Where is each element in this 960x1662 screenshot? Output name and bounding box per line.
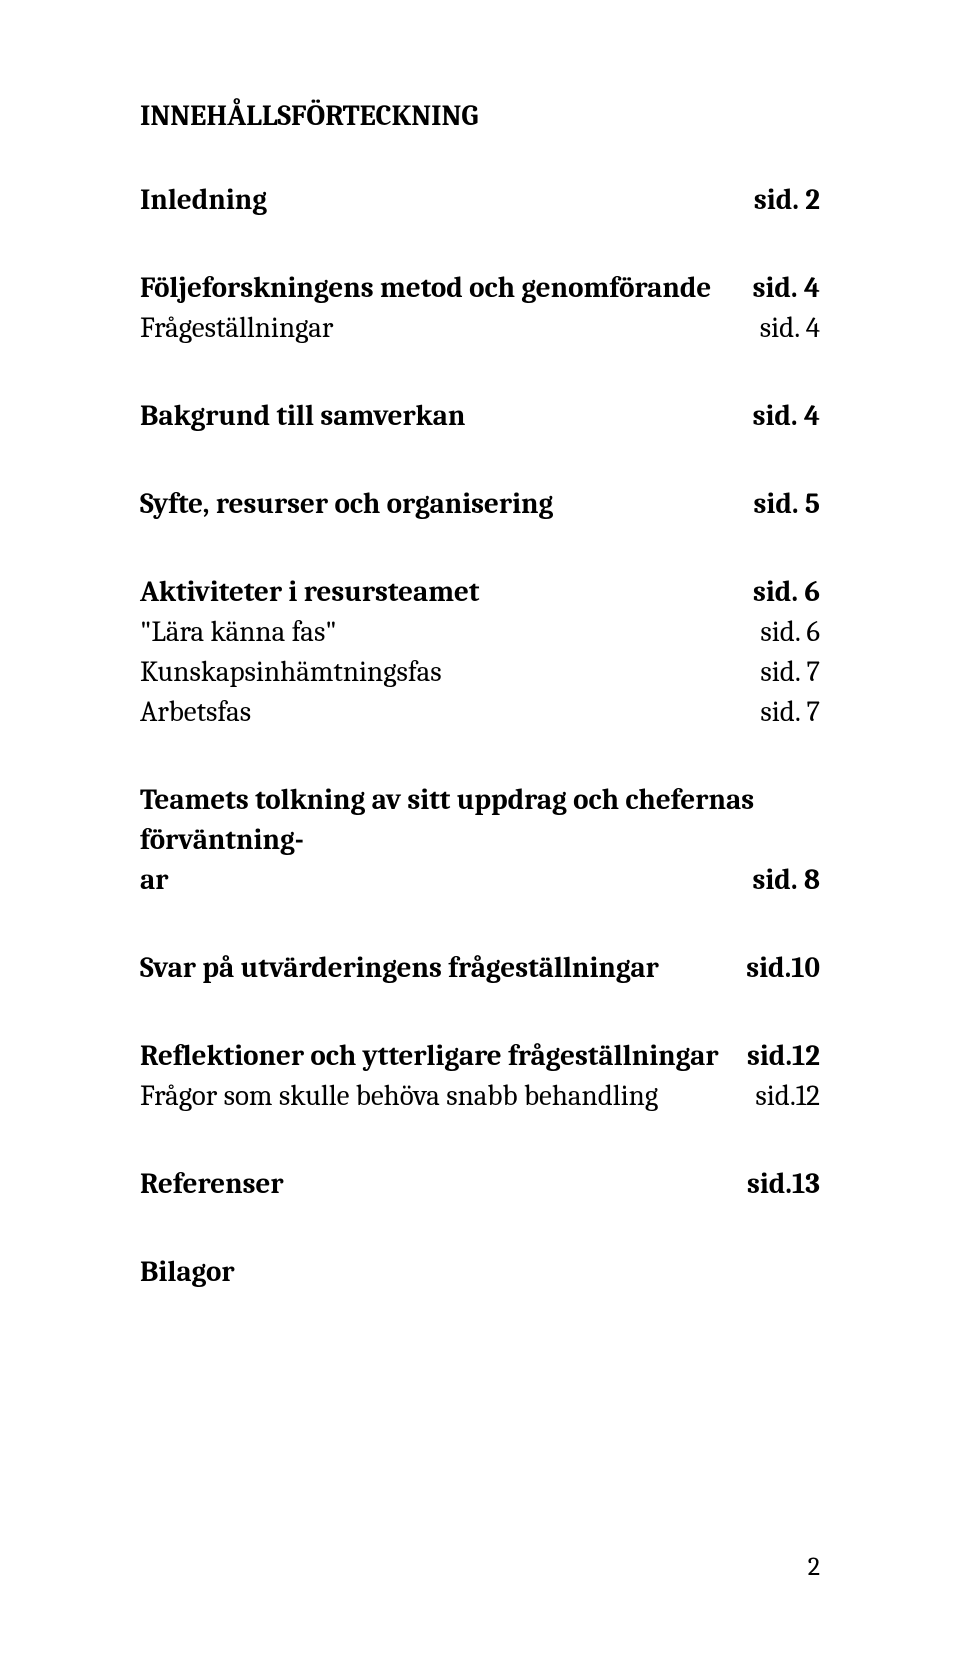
toc-label-line1: Teamets tolkning av sitt uppdrag och che… <box>140 781 820 861</box>
toc-entry: Bilagor <box>140 1253 820 1293</box>
toc-entry: Reflektioner och ytterligare frågeställn… <box>140 1037 820 1077</box>
toc-label: Syfte, resurser och organisering <box>140 485 553 525</box>
toc-page: sid. 8 <box>752 861 820 901</box>
toc-page: sid. 4 <box>760 309 820 349</box>
toc-label: Arbetsfas <box>140 693 251 733</box>
toc-entry: Referenser sid.13 <box>140 1165 820 1205</box>
toc-entry: Aktiviteter i resursteamet sid. 6 <box>140 573 820 613</box>
toc-entry: "Lära känna fas" sid. 6 <box>140 613 820 653</box>
toc-page: sid. 4 <box>753 269 820 309</box>
toc-page: sid. 6 <box>760 613 820 653</box>
toc-entry: Frågeställningar sid. 4 <box>140 309 820 349</box>
toc-title: INNEHÅLLSFÖRTECKNING <box>140 100 820 133</box>
toc-label: Följeforskningens metod och genomförande <box>140 269 711 309</box>
toc-page: sid.13 <box>747 1165 820 1205</box>
toc-label: Inledning <box>140 181 267 221</box>
toc-entry: Inledning sid. 2 <box>140 181 820 221</box>
toc-page: sid.12 <box>755 1077 820 1117</box>
toc-label-line2: ar <box>140 861 168 901</box>
page-number: 2 <box>808 1552 820 1582</box>
toc-entry: Bakgrund till samverkan sid. 4 <box>140 397 820 437</box>
toc-label: Svar på utvärderingens frågeställningar <box>140 949 659 989</box>
toc-label: Reflektioner och ytterligare frågeställn… <box>140 1037 719 1077</box>
toc-label: Kunskapsinhämtningsfas <box>140 653 442 693</box>
toc-entry: Arbetsfas sid. 7 <box>140 693 820 733</box>
toc-page: sid. 2 <box>754 181 820 221</box>
toc-label: Referenser <box>140 1165 284 1205</box>
toc-page: sid. 6 <box>753 573 820 613</box>
toc-entry: Frågor som skulle behöva snabb behandlin… <box>140 1077 820 1117</box>
toc-label: "Lära känna fas" <box>140 613 337 653</box>
toc-entry: Svar på utvärderingens frågeställningar … <box>140 949 820 989</box>
toc-entry-multiline: Teamets tolkning av sitt uppdrag och che… <box>140 781 820 901</box>
toc-entry: Syfte, resurser och organisering sid. 5 <box>140 485 820 525</box>
toc-label: Aktiviteter i resursteamet <box>140 573 480 613</box>
toc-entry: Kunskapsinhämtningsfas sid. 7 <box>140 653 820 693</box>
toc-label: Bakgrund till samverkan <box>140 397 465 437</box>
toc-label: Frågeställningar <box>140 309 333 349</box>
toc-page: sid. 4 <box>753 397 820 437</box>
toc-label: Bilagor <box>140 1253 235 1293</box>
toc-label: Frågor som skulle behöva snabb behandlin… <box>140 1077 658 1117</box>
toc-entry: Följeforskningens metod och genomförande… <box>140 269 820 309</box>
toc-page: sid. 5 <box>754 485 820 525</box>
toc-page: sid. 7 <box>760 653 820 693</box>
page: INNEHÅLLSFÖRTECKNING Inledning sid. 2 Fö… <box>0 0 960 1662</box>
toc-page: sid. 7 <box>760 693 820 733</box>
toc-page: sid.12 <box>747 1037 820 1077</box>
toc-page: sid.10 <box>746 949 820 989</box>
